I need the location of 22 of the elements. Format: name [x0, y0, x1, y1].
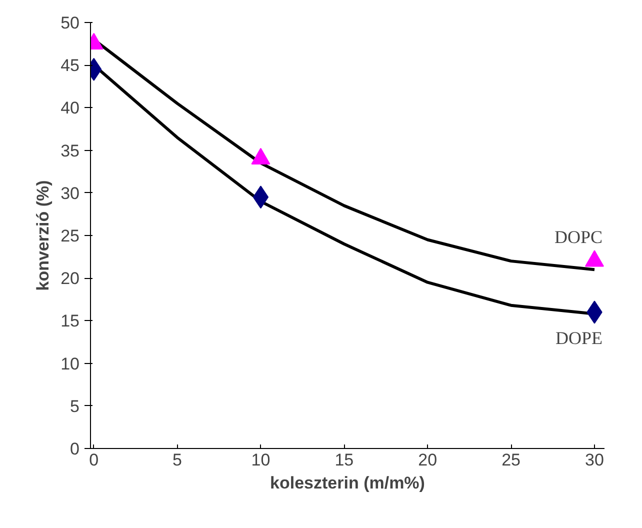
y-tick-label: 5: [70, 396, 80, 416]
x-tick-label: 30: [585, 450, 604, 470]
y-tick-label: 35: [60, 141, 80, 160]
y-tick-label: 50: [60, 14, 80, 32]
y-tick-label: 10: [60, 354, 80, 374]
x-tick-label: 0: [89, 450, 99, 470]
x-tick-label: 25: [502, 450, 521, 470]
y-tick-label: 40: [60, 98, 80, 118]
x-tick-label: 20: [418, 450, 438, 470]
y-tick-label: 15: [60, 312, 80, 331]
x-tick-label: 10: [251, 450, 270, 470]
point: [252, 186, 269, 209]
x-tick-label: 5: [172, 450, 182, 470]
series-label: DOPC: [554, 227, 602, 248]
x-tick-label: 15: [334, 450, 354, 470]
y-tick-label: 25: [60, 226, 80, 246]
y-tick-label: 45: [60, 56, 80, 76]
y-tick-label: 30: [60, 184, 80, 203]
x-axis-title: koleszterin (m/m%): [270, 474, 425, 492]
y-tick-label: 20: [60, 269, 80, 288]
y-axis-title: konverzió (%): [34, 180, 53, 291]
series-label: DOPE: [555, 328, 602, 348]
